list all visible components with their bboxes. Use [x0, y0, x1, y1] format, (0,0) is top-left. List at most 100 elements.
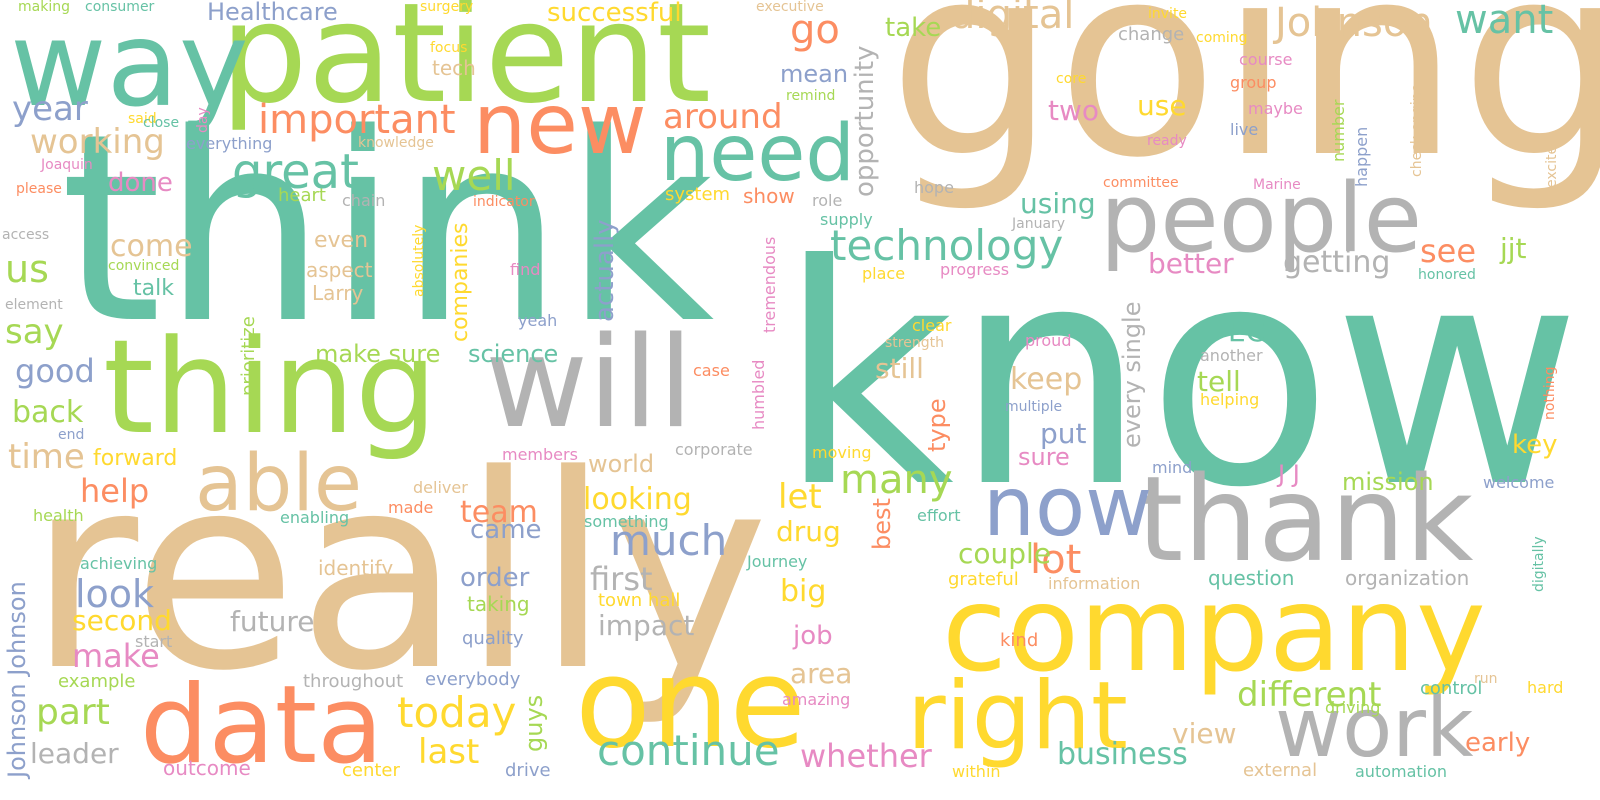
word: able — [195, 439, 362, 529]
word: helping — [1200, 390, 1260, 409]
word: look — [75, 572, 155, 616]
word: day — [195, 107, 211, 133]
word: company — [942, 560, 1486, 698]
word: continue — [597, 726, 780, 775]
word: using — [1020, 187, 1096, 220]
word: prioritize — [238, 316, 259, 396]
word: last — [418, 732, 480, 772]
word: executive — [756, 0, 824, 15]
word: another — [1200, 346, 1263, 365]
word: clear — [912, 316, 952, 335]
word: way — [10, 0, 249, 133]
word: made — [388, 498, 434, 517]
word: maybe — [1248, 99, 1303, 118]
word: throughout — [303, 671, 404, 692]
word: many — [840, 457, 953, 503]
word: EC — [1228, 315, 1266, 348]
word: aspect — [306, 258, 373, 282]
word: done — [108, 168, 173, 198]
word: first — [590, 560, 653, 598]
word: talk — [133, 276, 174, 301]
word: role — [812, 191, 843, 210]
word: come — [110, 229, 193, 264]
word: every single — [1118, 301, 1146, 448]
word: early — [1465, 728, 1531, 758]
word: effort — [917, 506, 961, 525]
word: keep — [1010, 362, 1083, 397]
word: question — [1208, 566, 1295, 590]
word: outcome — [163, 756, 251, 780]
word: convinced — [108, 258, 180, 274]
word: January — [1012, 216, 1066, 232]
word: J J — [1278, 460, 1300, 488]
word: actually — [590, 219, 620, 322]
word: remind — [786, 88, 836, 104]
word: important — [258, 97, 456, 143]
word: best — [868, 498, 896, 550]
word: element — [5, 297, 63, 313]
word: indicator — [473, 194, 535, 210]
word: deliver — [413, 478, 468, 497]
word: working — [30, 122, 165, 162]
word: forward — [93, 446, 178, 471]
word: impact — [598, 609, 695, 642]
word: really — [28, 418, 769, 730]
word: moving — [812, 443, 872, 462]
word: business — [1057, 737, 1188, 772]
word: back — [12, 395, 84, 430]
word: make sure — [315, 340, 441, 368]
word: tell — [1197, 365, 1241, 398]
word: focus — [430, 40, 468, 56]
word: knowledge — [358, 135, 434, 151]
word: members — [502, 445, 578, 464]
word: welcome — [1483, 473, 1555, 492]
word: looking — [583, 482, 692, 517]
word: proud — [1025, 331, 1072, 350]
word: even — [314, 228, 369, 253]
word: mean — [780, 60, 849, 88]
word: honored — [1418, 267, 1476, 283]
word: year — [12, 89, 88, 129]
word: type — [923, 398, 951, 452]
word: consumer — [85, 0, 155, 15]
word: let — [778, 477, 822, 517]
word: everything — [186, 134, 273, 153]
word: guys — [520, 694, 548, 752]
word: hope — [914, 178, 954, 197]
word: excited — [1544, 137, 1560, 188]
word: tremendous — [760, 236, 779, 333]
word: progress — [940, 260, 1010, 279]
word: yeah — [518, 311, 558, 330]
word: Joaquin — [41, 157, 93, 173]
word: know — [778, 200, 1582, 554]
word: something — [584, 512, 669, 531]
word: grateful — [948, 569, 1019, 590]
word: came — [470, 515, 542, 545]
word: better — [1148, 247, 1234, 280]
word: Johnson — [1275, 0, 1433, 46]
word: data — [140, 663, 384, 788]
word: external — [1243, 760, 1318, 781]
word: heart — [278, 185, 326, 206]
word: key — [1512, 430, 1558, 460]
word: team — [460, 495, 538, 530]
word: example — [58, 671, 136, 692]
word: Journey — [747, 552, 808, 571]
word: technology — [830, 221, 1064, 270]
word: lot — [1030, 537, 1082, 583]
word: please — [16, 181, 62, 197]
word: drive — [505, 760, 551, 781]
word: corporate — [675, 440, 753, 459]
word: mind — [1152, 458, 1193, 477]
word: start — [135, 632, 173, 651]
word: taking — [467, 592, 530, 616]
word: companies — [448, 222, 473, 343]
word: successful — [547, 0, 682, 28]
word: quality — [462, 628, 524, 649]
word: said — [128, 111, 157, 127]
word: number — [1329, 99, 1348, 162]
word: need — [660, 109, 855, 199]
word: order — [460, 563, 530, 593]
word: thank — [1137, 450, 1474, 588]
word: committee — [1103, 175, 1179, 191]
